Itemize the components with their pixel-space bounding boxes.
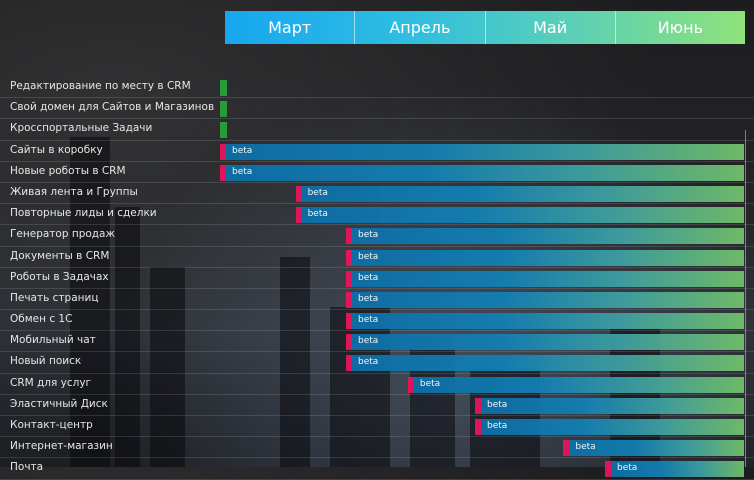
roadmap-row: Сайты в коробку beta (0, 141, 754, 162)
roadmap-row: Повторные лиды и сделки beta (0, 204, 754, 226)
beta-badge: beta (358, 272, 379, 283)
feature-label: Документы в CRM (10, 249, 110, 262)
feature-label: Повторные лиды и сделки (10, 207, 157, 220)
beta-badge: beta (358, 357, 379, 368)
month-april: Апрель (355, 11, 486, 44)
beta-bar: beta (605, 461, 744, 478)
beta-bar: beta (346, 249, 744, 266)
month-header: Март Апрель Май Июнь (225, 11, 745, 44)
feature-label: Свой домен для Сайтов и Магазинов (10, 101, 215, 114)
timeline-edge (745, 130, 746, 467)
feature-label: Живая лента и Группы (10, 185, 138, 198)
roadmap-row: Живая лента и Группы beta (0, 183, 754, 205)
beta-bar: beta (475, 419, 744, 435)
beta-badge: beta (232, 145, 253, 156)
roadmap-row: Новый поиск beta (0, 352, 754, 374)
beta-bar: beta (346, 355, 744, 372)
beta-badge: beta (487, 421, 508, 431)
roadmap-row: Свой домен для Сайтов и Магазинов (0, 98, 754, 120)
roadmap-row: CRM для услуг beta (0, 374, 754, 395)
feature-label: CRM для услуг (10, 376, 92, 389)
released-marker (220, 122, 227, 139)
feature-label: Эластичный Диск (10, 397, 108, 410)
roadmap-row: Генератор продаж beta (0, 225, 754, 247)
feature-label: Контакт-центр (10, 419, 93, 431)
roadmap-rows: Редактирование по месту в CRM Свой домен … (0, 77, 754, 480)
bar-start-marker (346, 355, 352, 372)
beta-bar: beta (346, 291, 744, 308)
bar-start-marker (346, 313, 352, 330)
roadmap-row: Новые роботы в CRM beta (0, 162, 754, 183)
bar-start-marker (220, 164, 226, 181)
feature-label: Роботы в Задачах (10, 270, 109, 283)
bar-start-marker (605, 461, 611, 478)
beta-badge: beta (358, 293, 379, 304)
bar-start-marker (563, 440, 570, 457)
feature-label: Мобильный чат (10, 334, 96, 347)
beta-badge: beta (358, 336, 379, 347)
released-marker (220, 101, 227, 118)
month-march: Март (225, 11, 356, 44)
beta-badge: beta (617, 463, 638, 474)
roadmap-row: Мобильный чат beta (0, 331, 754, 353)
bar-start-marker (475, 397, 481, 414)
beta-bar: beta (346, 228, 744, 245)
roadmap-row: Кросспортальные Задачи (0, 119, 754, 141)
roadmap-row: Почта beta (0, 458, 754, 480)
bar-start-marker (295, 185, 302, 202)
roadmap-row: Роботы в Задачах beta (0, 268, 754, 289)
feature-label: Интернет-магазин (10, 440, 113, 453)
beta-bar: beta (220, 164, 744, 181)
feature-label: Сайты в коробку (10, 143, 103, 156)
roadmap-row: Контакт-центр beta (0, 416, 754, 438)
feature-label: Печать страниц (10, 291, 99, 304)
beta-bar: beta (407, 376, 744, 393)
roadmap-row: Обмен с 1С beta (0, 310, 754, 332)
beta-bar: beta (346, 270, 744, 287)
roadmap-row: Эластичный Диск beta (0, 395, 754, 416)
feature-label: Обмен с 1С (10, 313, 73, 326)
beta-badge: beta (232, 166, 253, 177)
beta-bar: beta (295, 185, 744, 202)
beta-badge: beta (419, 378, 441, 389)
roadmap-row: Печать страниц beta (0, 289, 754, 311)
bar-start-marker (220, 143, 226, 160)
beta-bar: beta (220, 143, 744, 160)
beta-bar: beta (295, 207, 744, 224)
bar-start-marker (346, 270, 352, 287)
beta-badge: beta (358, 315, 379, 326)
bar-start-marker (346, 291, 352, 308)
beta-badge: beta (307, 187, 328, 198)
feature-label: Почта (10, 461, 44, 474)
beta-badge: beta (307, 209, 328, 220)
beta-bar: beta (346, 313, 744, 330)
beta-badge: beta (575, 442, 596, 453)
beta-bar: beta (475, 397, 744, 414)
feature-label: Новый поиск (10, 355, 82, 368)
bar-start-marker (346, 228, 352, 245)
feature-label: Новые роботы в CRM (10, 164, 126, 177)
bar-start-marker (475, 419, 481, 435)
bar-start-marker (346, 249, 352, 266)
feature-label: Редактирование по месту в CRM (10, 80, 191, 92)
bar-start-marker (407, 376, 414, 393)
roadmap-row: Интернет-магазин beta (0, 437, 754, 459)
month-june: Июнь (657, 18, 704, 37)
beta-badge: beta (358, 251, 379, 262)
beta-bar: beta (563, 440, 744, 457)
feature-label: Кросспортальные Задачи (10, 122, 153, 135)
beta-bar: beta (346, 334, 744, 351)
feature-label: Генератор продаж (10, 228, 115, 241)
bar-start-marker (295, 207, 302, 224)
beta-badge: beta (358, 230, 379, 241)
roadmap-row: Редактирование по месту в CRM (0, 77, 754, 99)
released-marker (220, 80, 227, 96)
beta-badge: beta (487, 399, 508, 410)
roadmap-row: Документы в CRM beta (0, 247, 754, 268)
bar-start-marker (346, 334, 352, 351)
month-may: Май (486, 11, 616, 44)
